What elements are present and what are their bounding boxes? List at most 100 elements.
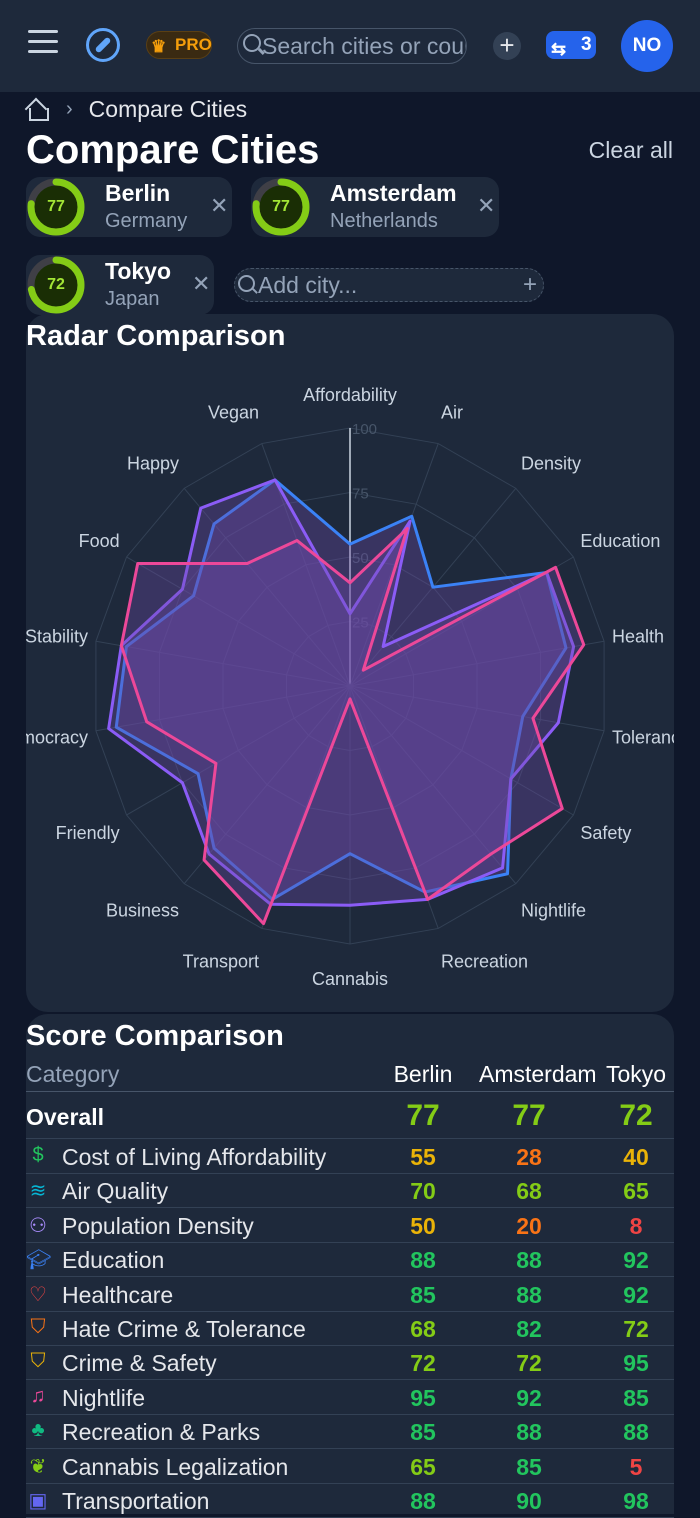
score-value: 88 [516, 1419, 542, 1446]
leaf-icon: ❦ [29, 1455, 47, 1478]
pro-badge[interactable]: ♛ PRO [146, 31, 212, 59]
clear-all-button[interactable]: Clear all [588, 137, 673, 163]
table-row: ⛉ Crime & Safety 72 72 95 [26, 1346, 674, 1381]
city-country: Germany [105, 210, 188, 232]
city-chip-amsterdam: 77 Amsterdam Netherlands ✕ [251, 177, 499, 237]
table-row-overall: Overall 77 77 72 [26, 1093, 674, 1139]
radar-axis-label: Friendly [56, 823, 120, 843]
radar-axis-label: Happy [127, 453, 179, 473]
radar-axis-label: Food [79, 531, 120, 551]
score-value: 85 [410, 1281, 436, 1308]
radar-spoke [349, 685, 574, 816]
row-label: Air Quality [62, 1178, 169, 1205]
radar-spoke [95, 640, 351, 687]
close-icon[interactable]: ✕ [192, 271, 211, 296]
score-value: 72 [516, 1350, 542, 1377]
users-icon: ⚇ [29, 1214, 47, 1237]
city-chip-tokyo: 72 Tokyo Japan ✕ [26, 255, 214, 315]
score-value: 88 [410, 1488, 436, 1514]
score-value: 88 [623, 1419, 649, 1446]
radar-tick-label: 50 [352, 550, 369, 567]
score-value: 72 [623, 1316, 649, 1342]
city-country: Japan [105, 288, 160, 310]
add-city-box[interactable]: + [234, 268, 544, 302]
radar-axis-label: Education [580, 531, 660, 551]
table-row: 🎓︎ Education 88 88 92 [26, 1243, 674, 1278]
row-label: Population Density [62, 1212, 254, 1239]
search-icon [243, 34, 261, 52]
radar-axis-label: Health [612, 626, 664, 646]
overall-score: 77 [406, 1099, 440, 1132]
table-row: ▣ Transportation 88 90 98 [26, 1484, 674, 1518]
radar-axis-label: Safety [580, 823, 631, 843]
breadcrumb-current: Compare Cities [88, 95, 248, 122]
score-value: 20 [516, 1212, 542, 1239]
table-row: ♡ Healthcare 85 88 92 [26, 1278, 674, 1312]
radar-tick-label: 75 [352, 486, 369, 503]
radar-axis-label: Density [521, 453, 581, 473]
city-chip-berlin: 77 Berlin Germany ✕ [26, 177, 232, 237]
shield-alert-icon: ⛉ [30, 1316, 46, 1338]
score-value: 70 [410, 1178, 436, 1205]
music-icon: ♫ [30, 1384, 46, 1407]
city-score: 77 [47, 198, 65, 215]
table-row: ♫ Nightlife 95 92 85 [26, 1381, 674, 1415]
row-label: Recreation & Parks [62, 1419, 261, 1446]
page-title: Compare Cities [26, 128, 320, 172]
add-button[interactable]: + [493, 32, 521, 60]
score-value: 85 [516, 1453, 542, 1480]
score-value: 98 [623, 1488, 649, 1514]
city-name: Berlin [105, 180, 171, 206]
home-icon[interactable] [26, 98, 49, 121]
radar-axis-label: Democracy [26, 728, 88, 748]
radar-axis-label: Business [106, 901, 179, 921]
radar-axis-label: Stability [26, 626, 88, 646]
search-input[interactable] [262, 29, 466, 63]
score-title: Score Comparison [26, 1020, 284, 1052]
city-score: 77 [272, 198, 290, 215]
table-row: $ Cost of Living Affordability 55 28 40 [26, 1140, 674, 1174]
radar-axis-label: Recreation [441, 951, 528, 971]
add-city-input[interactable] [258, 269, 508, 301]
search-icon [238, 275, 255, 292]
score-panel: Score Comparison [26, 1014, 674, 1514]
close-icon[interactable]: ✕ [477, 193, 496, 218]
row-label: Hate Crime & Tolerance [62, 1316, 306, 1342]
score-value: 40 [623, 1144, 649, 1170]
score-value: 65 [623, 1178, 649, 1205]
radar-spoke [95, 685, 351, 732]
radar-axis-label: Vegan [208, 403, 259, 423]
row-label: Cost of Living Affordability [62, 1144, 327, 1170]
dollar-icon: $ [32, 1144, 44, 1166]
radar-axis-label: Affordability [303, 385, 397, 405]
row-label: Nightlife [62, 1384, 146, 1411]
compass-icon[interactable] [86, 28, 120, 62]
radar-axis-label: Transport [183, 951, 259, 971]
score-value: 85 [623, 1384, 649, 1411]
plus-icon[interactable]: + [522, 271, 537, 298]
score-value: 8 [629, 1212, 643, 1239]
chevron-right-icon: › [66, 97, 73, 120]
git-compare-icon: ⇆ [551, 39, 567, 59]
bus-icon: ▣ [28, 1490, 48, 1512]
avatar[interactable]: NO [621, 20, 673, 72]
score-value: 85 [410, 1419, 436, 1446]
radar-title: Radar Comparison [26, 320, 286, 352]
search-box[interactable] [237, 28, 467, 64]
overall-score: 77 [512, 1099, 546, 1132]
score-value: 82 [516, 1316, 542, 1342]
score-ring [252, 178, 310, 236]
compare-button[interactable]: ⇆ 3 [546, 31, 596, 59]
score-value: 92 [516, 1384, 542, 1411]
radar-axis-label: Nightlife [521, 901, 586, 921]
menu-icon[interactable] [28, 30, 58, 60]
close-icon[interactable]: ✕ [210, 193, 229, 218]
score-value: 95 [410, 1384, 436, 1411]
column-header-tokyo: Tokyo [605, 1061, 667, 1087]
table-row: ≋ Air Quality 70 68 65 [26, 1174, 674, 1209]
score-value: 88 [516, 1281, 542, 1308]
score-value: 5 [629, 1453, 643, 1480]
score-value: 88 [516, 1247, 542, 1274]
city-name: Amsterdam [330, 180, 457, 206]
score-value: 92 [623, 1247, 649, 1274]
